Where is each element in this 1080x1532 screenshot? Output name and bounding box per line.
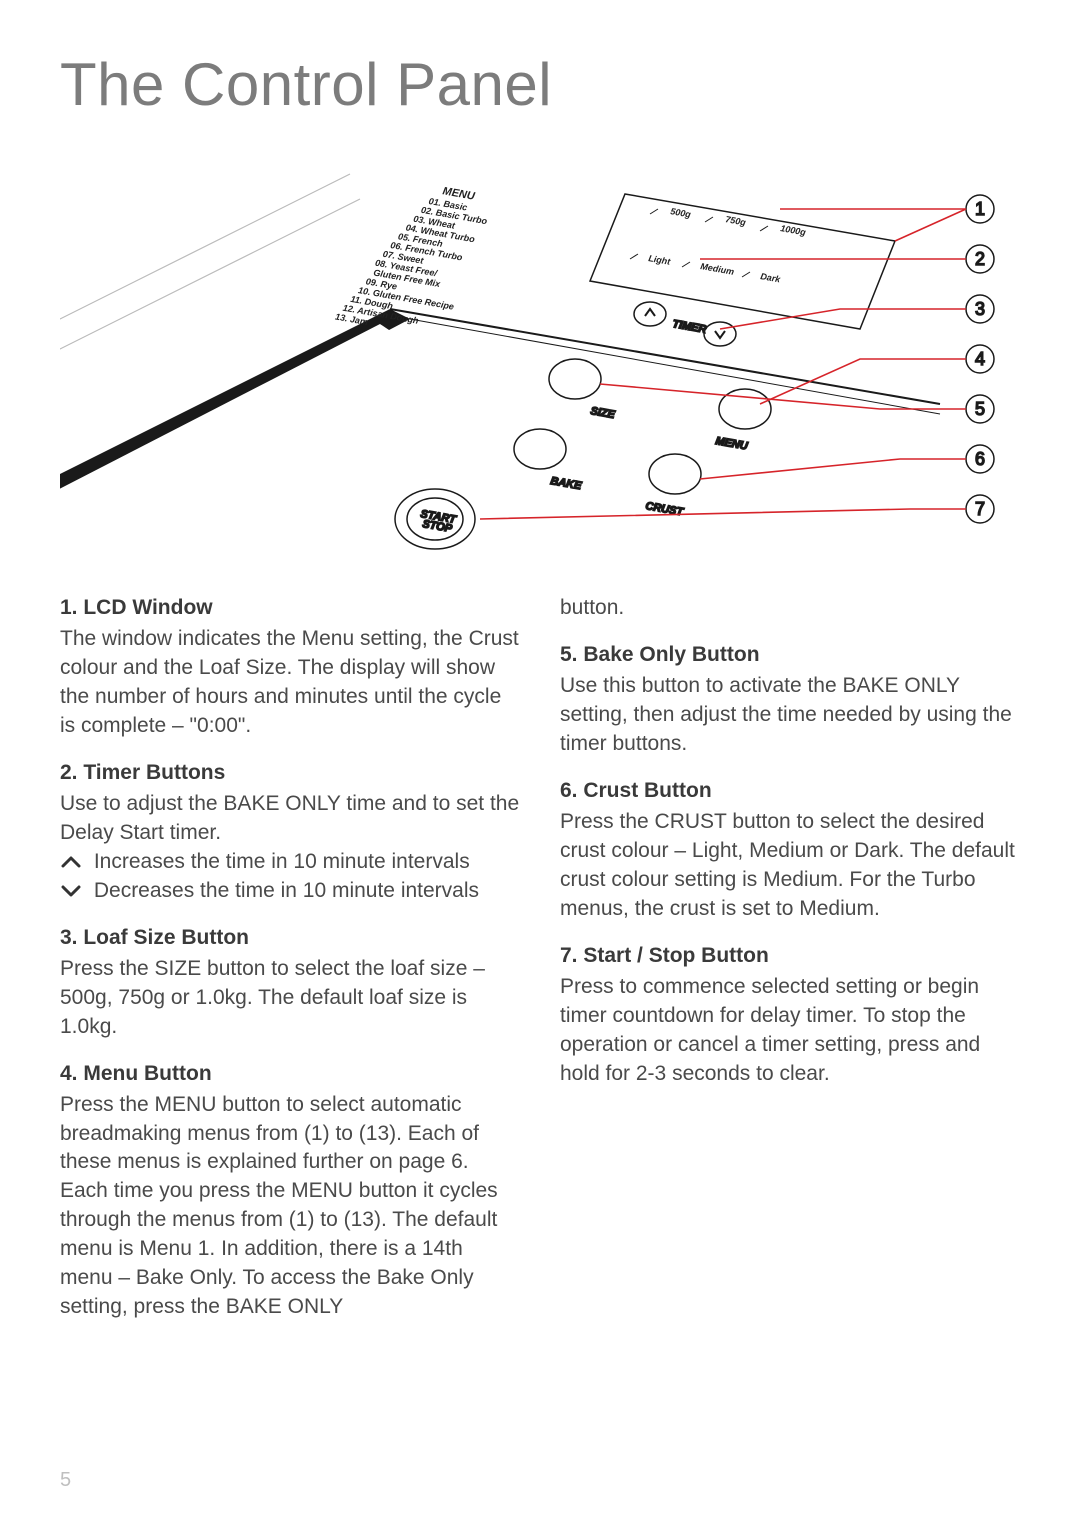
s5-head: 5. Bake Only Button: [560, 641, 1020, 670]
s4-cont: button.: [560, 594, 1020, 623]
s3-body: Press the SIZE button to select the loaf…: [60, 955, 520, 1042]
s3-head: 3. Loaf Size Button: [60, 924, 520, 953]
callout-7: 7: [966, 495, 994, 523]
s6-head: 6. Crust Button: [560, 777, 1020, 806]
chevron-down-icon: [60, 883, 82, 899]
left-column: 1. LCD Window The window indicates the M…: [60, 594, 520, 1322]
timer-down-button: [704, 322, 736, 346]
s2-body1: Use to adjust the BAKE ONLY time and to …: [60, 790, 520, 848]
svg-text:6: 6: [975, 449, 985, 469]
timer-label: TIMER: [671, 318, 707, 336]
svg-text:4: 4: [975, 349, 985, 369]
right-column: button. 5. Bake Only Button Use this but…: [560, 594, 1020, 1322]
bake-button: [514, 429, 566, 469]
callouts: 1 2 3 4 5 6 7: [966, 195, 994, 523]
callout-3: 3: [966, 295, 994, 323]
s6-body: Press the CRUST button to select the des…: [560, 808, 1020, 924]
menu-list-block: MENU 01. Basic 02. Basic Turbo 03. Wheat…: [334, 171, 492, 345]
svg-text:2: 2: [975, 249, 985, 269]
page-number: 5: [60, 1469, 71, 1492]
callout-6: 6: [966, 445, 994, 473]
size-button: [549, 359, 601, 399]
timer-up-button: [634, 302, 666, 326]
page-title: The Control Panel: [60, 50, 1020, 119]
s5-body: Use this button to activate the BAKE ONL…: [560, 672, 1020, 759]
s2-dec: Decreases the time in 10 minute interval…: [60, 877, 520, 906]
s2-inc-text: Increases the time in 10 minute interval…: [94, 850, 470, 873]
svg-text:3: 3: [975, 299, 985, 319]
s7-body: Press to commence selected setting or be…: [560, 973, 1020, 1089]
s1-head: 1. LCD Window: [60, 594, 520, 623]
callout-5: 5: [966, 395, 994, 423]
s4-body: Press the MENU button to select automati…: [60, 1091, 520, 1323]
callout-2: 2: [966, 245, 994, 273]
callout-1: 1: [966, 195, 994, 223]
s7-head: 7. Start / Stop Button: [560, 942, 1020, 971]
s4-head: 4. Menu Button: [60, 1060, 520, 1089]
s2-head: 2. Timer Buttons: [60, 759, 520, 788]
control-panel-diagram: 500g 750g 1000g Light Medium Dark MENU: [60, 159, 1020, 559]
svg-text:7: 7: [975, 499, 985, 519]
chevron-up-icon: [60, 854, 82, 870]
svg-text:1: 1: [975, 199, 985, 219]
s2-inc: Increases the time in 10 minute interval…: [60, 848, 520, 877]
svg-text:5: 5: [975, 399, 985, 419]
crust-button: [649, 454, 701, 494]
s2-dec-text: Decreases the time in 10 minute interval…: [94, 879, 479, 902]
callout-4: 4: [966, 345, 994, 373]
s1-body: The window indicates the Menu setting, t…: [60, 625, 520, 741]
